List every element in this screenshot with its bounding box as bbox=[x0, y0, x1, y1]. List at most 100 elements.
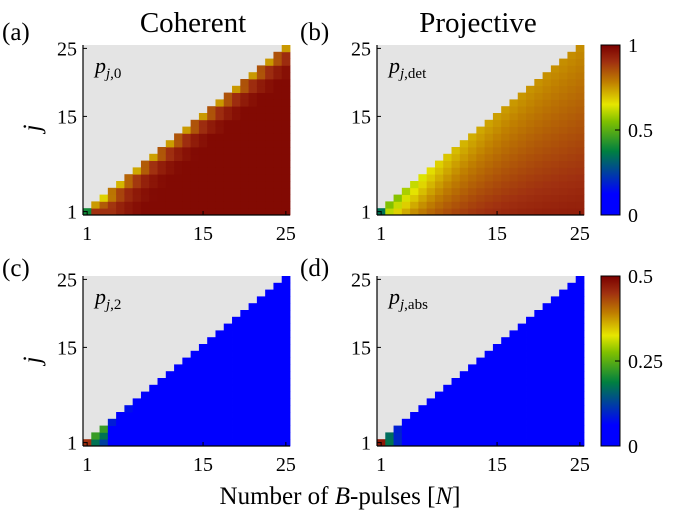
heatmap-cell bbox=[434, 181, 444, 189]
heatmap-cell bbox=[476, 364, 486, 372]
heatmap-cell bbox=[484, 133, 494, 141]
heatmap-cell bbox=[174, 364, 183, 372]
heatmap-cell bbox=[132, 418, 142, 426]
heatmap-cell bbox=[232, 344, 241, 352]
x-tick-label: 25 bbox=[276, 223, 296, 245]
heatmap-cell bbox=[256, 310, 266, 318]
heatmap-cell bbox=[526, 364, 535, 372]
heatmap-cell bbox=[281, 58, 291, 66]
heatmap-cell bbox=[223, 160, 233, 168]
heatmap-cell bbox=[484, 119, 494, 127]
heatmap-cell bbox=[509, 337, 519, 345]
heatmap-cell bbox=[273, 153, 283, 161]
heatmap-cell bbox=[418, 405, 428, 413]
heatmap-cell bbox=[281, 276, 291, 284]
heatmap-cell bbox=[248, 432, 258, 440]
heatmap-cell bbox=[550, 72, 560, 80]
heatmap-cell bbox=[265, 364, 274, 372]
heatmap-cell bbox=[91, 201, 100, 209]
heatmap-cell bbox=[476, 208, 486, 216]
heatmap-cell bbox=[232, 384, 241, 392]
heatmap-cell bbox=[567, 405, 577, 413]
heatmap-cell bbox=[215, 371, 225, 379]
heatmap-cell bbox=[492, 378, 502, 386]
heatmap-cell bbox=[256, 439, 266, 447]
heatmap-cell bbox=[451, 201, 461, 209]
heatmap-cell bbox=[484, 412, 494, 420]
heatmap-cell bbox=[484, 201, 494, 209]
heatmap-cell bbox=[223, 181, 233, 189]
x-tick-label: 1 bbox=[376, 454, 386, 476]
heatmap-cell bbox=[232, 92, 241, 100]
heatmap-cell bbox=[575, 92, 585, 100]
heatmap-cell bbox=[132, 194, 142, 202]
heatmap-cell bbox=[443, 153, 452, 161]
heatmap-cell bbox=[542, 432, 552, 440]
heatmap-cell bbox=[273, 350, 283, 358]
heatmap-cell bbox=[240, 323, 249, 331]
y-tick-label: 25 bbox=[57, 269, 77, 291]
heatmap-cell bbox=[174, 147, 183, 155]
heatmap-cell bbox=[182, 187, 192, 195]
heatmap-cell bbox=[443, 181, 452, 189]
heatmap-cell bbox=[273, 58, 283, 66]
heatmap-cell bbox=[190, 412, 200, 420]
panel-label-b: (b) bbox=[300, 19, 329, 46]
heatmap-cell bbox=[157, 174, 167, 182]
heatmap-cell bbox=[550, 147, 560, 155]
heatmap-cell bbox=[265, 181, 274, 189]
heatmap-cell bbox=[517, 99, 527, 107]
heatmap-cell bbox=[281, 323, 291, 331]
heatmap-cell bbox=[281, 432, 291, 440]
heatmap-cell bbox=[492, 187, 502, 195]
heatmap-cell bbox=[256, 79, 266, 87]
heatmap-cell bbox=[281, 296, 291, 304]
heatmap-cell bbox=[124, 201, 134, 209]
heatmap-cell bbox=[190, 126, 200, 134]
heatmap-cell bbox=[149, 208, 158, 216]
heatmap-cell bbox=[542, 113, 552, 121]
heatmap-cell bbox=[575, 296, 585, 304]
heatmap-cell bbox=[99, 439, 109, 447]
heatmap-cell bbox=[240, 208, 249, 216]
heatmap-cell bbox=[567, 187, 577, 195]
heatmap-cell bbox=[149, 405, 158, 413]
heatmap-cell bbox=[223, 126, 233, 134]
heatmap-cell bbox=[165, 378, 175, 386]
heatmap-cell bbox=[443, 425, 452, 433]
heatmap-cell bbox=[550, 106, 560, 114]
heatmap-cell bbox=[426, 187, 436, 195]
heatmap-cell bbox=[509, 330, 519, 338]
heatmap-cell bbox=[132, 201, 142, 209]
heatmap-cell bbox=[273, 357, 283, 365]
heatmap-cell bbox=[240, 371, 249, 379]
heatmap-cell bbox=[517, 113, 527, 121]
heatmap-cell bbox=[542, 371, 552, 379]
heatmap-cell bbox=[459, 208, 469, 216]
heatmap-cell bbox=[567, 58, 577, 66]
heatmap-cell bbox=[256, 412, 266, 420]
heatmap-cell bbox=[534, 85, 543, 93]
heatmap-cell bbox=[484, 181, 494, 189]
heatmap-cell bbox=[426, 405, 436, 413]
x-tick-label: 15 bbox=[193, 223, 213, 245]
heatmap-cell bbox=[248, 316, 258, 324]
heatmap-cell bbox=[550, 99, 560, 107]
heatmap-cell bbox=[567, 282, 577, 290]
heatmap-cell bbox=[492, 432, 502, 440]
heatmap-cell bbox=[207, 133, 216, 141]
heatmap-cell bbox=[223, 187, 233, 195]
heatmap-cell bbox=[550, 323, 560, 331]
heatmap-cell bbox=[468, 425, 477, 433]
heatmap-cell bbox=[256, 167, 266, 175]
heatmap-cell bbox=[232, 398, 241, 406]
heatmap-cell bbox=[182, 412, 192, 420]
heatmap-cell bbox=[575, 398, 585, 406]
heatmap-cell bbox=[559, 330, 568, 338]
heatmap-cell bbox=[550, 126, 560, 134]
heatmap-cell bbox=[459, 378, 469, 386]
heatmap-cell bbox=[559, 289, 568, 297]
heatmap-cell bbox=[207, 106, 216, 114]
heatmap-cell bbox=[517, 119, 527, 127]
heatmap-cell bbox=[550, 439, 560, 447]
